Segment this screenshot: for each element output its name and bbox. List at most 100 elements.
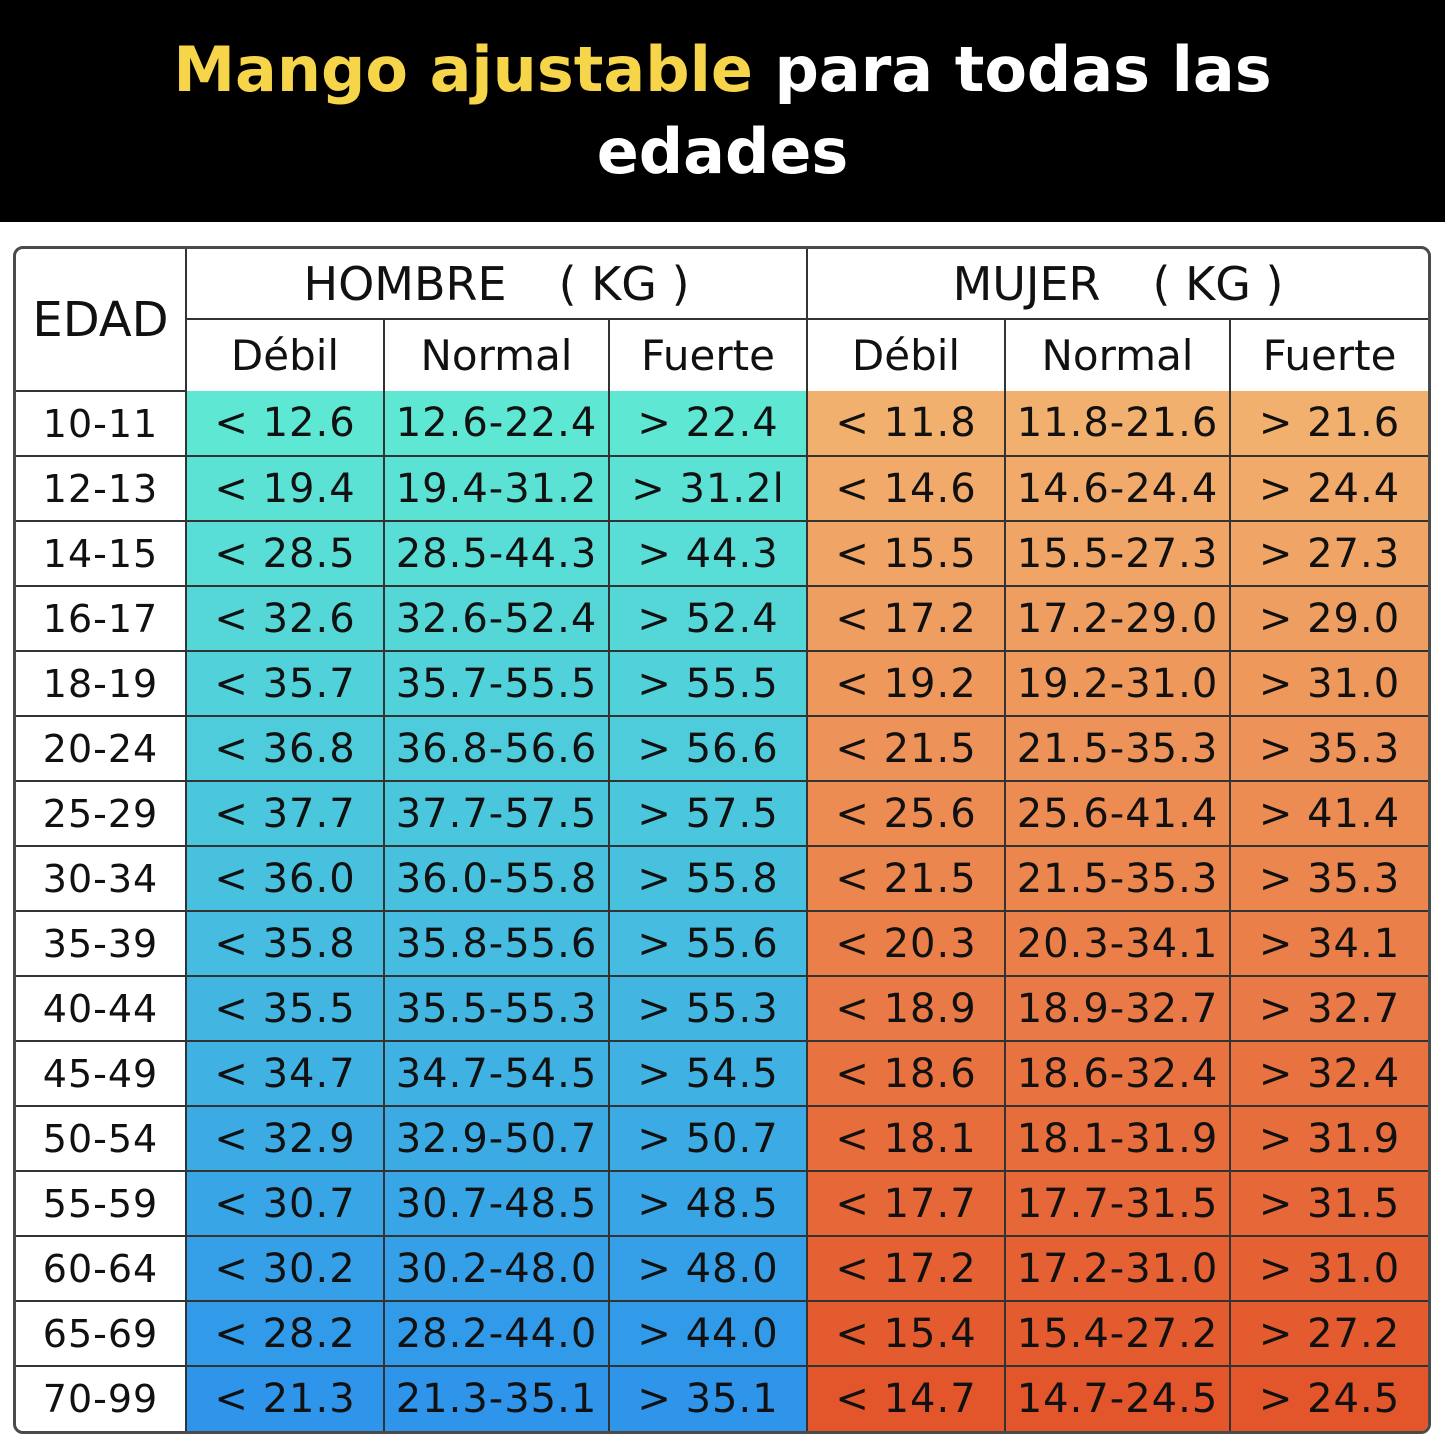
table-row: 60-64 < 30.2 30.2-48.0 > 48.0 < 17.2 17.2-31.… bbox=[16, 1235, 1428, 1302]
age-range-cell: 35-39 bbox=[16, 910, 187, 977]
women-normal-cell: 14.6-24.4 bbox=[1004, 455, 1231, 522]
women-weak-cell: < 17.7 bbox=[806, 1170, 1006, 1237]
women-weak-cell: < 14.6 bbox=[806, 455, 1006, 522]
age-range-cell: 14-15 bbox=[16, 520, 187, 587]
men-weak-cell: < 28.5 bbox=[185, 520, 385, 587]
men-strong-cell: > 31.2l bbox=[608, 455, 808, 522]
men-normal-cell: 35.8-55.6 bbox=[383, 910, 610, 977]
women-strong-cell: > 27.3 bbox=[1228, 520, 1428, 587]
age-column-header: EDAD bbox=[16, 249, 187, 392]
men-weak-cell: < 37.7 bbox=[185, 780, 385, 847]
women-strong-cell: > 32.4 bbox=[1228, 1040, 1428, 1107]
women-strong-cell: > 29.0 bbox=[1228, 585, 1428, 652]
age-range-cell: 12-13 bbox=[16, 455, 187, 522]
men-weak-cell: < 32.9 bbox=[185, 1105, 385, 1172]
men-weak-cell: < 21.3 bbox=[185, 1365, 385, 1431]
women-strong-cell: > 24.5 bbox=[1228, 1365, 1428, 1431]
men-strong-cell: > 44.3 bbox=[608, 520, 808, 587]
women-normal-cell: 21.5-35.3 bbox=[1004, 845, 1231, 912]
men-strong-header: Fuerte bbox=[608, 318, 808, 391]
women-strong-cell: > 35.3 bbox=[1228, 845, 1428, 912]
women-strong-cell: > 32.7 bbox=[1228, 975, 1428, 1042]
men-weak-cell: < 34.7 bbox=[185, 1040, 385, 1107]
men-normal-header: Normal bbox=[383, 318, 610, 391]
men-weak-cell: < 30.7 bbox=[185, 1170, 385, 1237]
women-normal-cell: 18.6-32.4 bbox=[1004, 1040, 1231, 1107]
men-weak-cell: < 35.8 bbox=[185, 910, 385, 977]
women-weak-cell: < 11.8 bbox=[806, 391, 1006, 457]
men-normal-cell: 32.6-52.4 bbox=[383, 585, 610, 652]
women-weak-cell: < 15.5 bbox=[806, 520, 1006, 587]
men-weak-cell: < 12.6 bbox=[185, 391, 385, 457]
age-range-cell: 55-59 bbox=[16, 1170, 187, 1237]
women-strong-cell: > 21.6 bbox=[1228, 391, 1428, 457]
grip-strength-table: EDAD HOMBRE ( KG ) MUJER ( KG ) Débil Norm… bbox=[16, 249, 1428, 1431]
men-group-header: HOMBRE ( KG ) bbox=[185, 249, 808, 320]
men-unit-label: ( KG ) bbox=[558, 256, 690, 311]
women-normal-cell: 17.2-31.0 bbox=[1004, 1235, 1231, 1302]
men-weak-cell: < 30.2 bbox=[185, 1235, 385, 1302]
women-normal-header: Normal bbox=[1004, 318, 1231, 391]
age-range-cell: 50-54 bbox=[16, 1105, 187, 1172]
age-range-cell: 16-17 bbox=[16, 585, 187, 652]
men-strong-cell: > 54.5 bbox=[608, 1040, 808, 1107]
women-weak-cell: < 21.5 bbox=[806, 715, 1006, 782]
men-strong-cell: > 56.6 bbox=[608, 715, 808, 782]
women-strong-header: Fuerte bbox=[1228, 318, 1428, 391]
women-strong-cell: > 27.2 bbox=[1228, 1300, 1428, 1367]
table-row: 45-49 < 34.7 34.7-54.5 > 54.5 < 18.6 18.6-32.… bbox=[16, 1040, 1428, 1107]
table-row: 55-59 < 30.7 30.7-48.5 > 48.5 < 17.7 17.7-31.… bbox=[16, 1170, 1428, 1237]
age-range-cell: 65-69 bbox=[16, 1300, 187, 1367]
men-normal-cell: 30.7-48.5 bbox=[383, 1170, 610, 1237]
men-weak-cell: < 36.8 bbox=[185, 715, 385, 782]
age-range-cell: 70-99 bbox=[16, 1365, 187, 1431]
women-weak-cell: < 18.6 bbox=[806, 1040, 1006, 1107]
men-normal-cell: 28.2-44.0 bbox=[383, 1300, 610, 1367]
men-weak-cell: < 35.5 bbox=[185, 975, 385, 1042]
men-weak-cell: < 19.4 bbox=[185, 455, 385, 522]
table-row: 65-69 < 28.2 28.2-44.0 > 44.0 < 15.4 15.4-27.… bbox=[16, 1300, 1428, 1367]
men-strong-cell: > 55.8 bbox=[608, 845, 808, 912]
age-range-cell: 40-44 bbox=[16, 975, 187, 1042]
men-strong-cell: > 55.5 bbox=[608, 650, 808, 717]
table-row: 16-17 < 32.6 32.6-52.4 > 52.4 < 17.2 17.2-29.… bbox=[16, 585, 1428, 652]
men-normal-cell: 36.8-56.6 bbox=[383, 715, 610, 782]
men-weak-cell: < 36.0 bbox=[185, 845, 385, 912]
women-normal-cell: 15.5-27.3 bbox=[1004, 520, 1231, 587]
men-strong-cell: > 52.4 bbox=[608, 585, 808, 652]
women-weak-cell: < 19.2 bbox=[806, 650, 1006, 717]
grip-strength-table-card: EDAD HOMBRE ( KG ) MUJER ( KG ) Débil Norm… bbox=[13, 246, 1431, 1434]
page-title: Mango ajustable para todas las edades bbox=[98, 29, 1348, 193]
men-strong-cell: > 48.5 bbox=[608, 1170, 808, 1237]
men-normal-cell: 30.2-48.0 bbox=[383, 1235, 610, 1302]
men-strong-cell: > 48.0 bbox=[608, 1235, 808, 1302]
women-weak-header: Débil bbox=[806, 318, 1006, 391]
men-normal-cell: 35.7-55.5 bbox=[383, 650, 610, 717]
women-weak-cell: < 25.6 bbox=[806, 780, 1006, 847]
table-row: 12-13 < 19.4 19.4-31.2 > 31.2l < 14.6 14.6-24… bbox=[16, 455, 1428, 522]
men-normal-cell: 37.7-57.5 bbox=[383, 780, 610, 847]
women-normal-cell: 19.2-31.0 bbox=[1004, 650, 1231, 717]
title-highlight: Mango ajustable bbox=[173, 33, 753, 106]
table-row: 18-19 < 35.7 35.7-55.5 > 55.5 < 19.2 19.2-31.… bbox=[16, 650, 1428, 717]
men-header-label: HOMBRE bbox=[303, 256, 507, 311]
women-strong-cell: > 31.5 bbox=[1228, 1170, 1428, 1237]
women-normal-cell: 20.3-34.1 bbox=[1004, 910, 1231, 977]
age-range-cell: 30-34 bbox=[16, 845, 187, 912]
table-row: 50-54 < 32.9 32.9-50.7 > 50.7 < 18.1 18.1-31.… bbox=[16, 1105, 1428, 1172]
table-row: 10-11 < 12.6 12.6-22.4 > 22.4 < 11.8 11.8-21.… bbox=[16, 391, 1428, 457]
women-weak-cell: < 17.2 bbox=[806, 1235, 1006, 1302]
women-header-label: MUJER bbox=[952, 256, 1101, 311]
women-weak-cell: < 20.3 bbox=[806, 910, 1006, 977]
women-normal-cell: 18.1-31.9 bbox=[1004, 1105, 1231, 1172]
women-normal-cell: 15.4-27.2 bbox=[1004, 1300, 1231, 1367]
table-row: 20-24 < 36.8 36.8-56.6 > 56.6 < 21.5 21.5-35.… bbox=[16, 715, 1428, 782]
women-strong-cell: > 31.9 bbox=[1228, 1105, 1428, 1172]
men-normal-cell: 12.6-22.4 bbox=[383, 391, 610, 457]
table-row: 70-99 < 21.3 21.3-35.1 > 35.1 < 14.7 14.7-24.… bbox=[16, 1365, 1428, 1431]
table-row: 25-29 < 37.7 37.7-57.5 > 57.5 < 25.6 25.6-41.… bbox=[16, 780, 1428, 847]
men-strong-cell: > 55.6 bbox=[608, 910, 808, 977]
age-range-cell: 60-64 bbox=[16, 1235, 187, 1302]
women-group-header: MUJER ( KG ) bbox=[805, 249, 1428, 320]
men-normal-cell: 21.3-35.1 bbox=[383, 1365, 610, 1431]
